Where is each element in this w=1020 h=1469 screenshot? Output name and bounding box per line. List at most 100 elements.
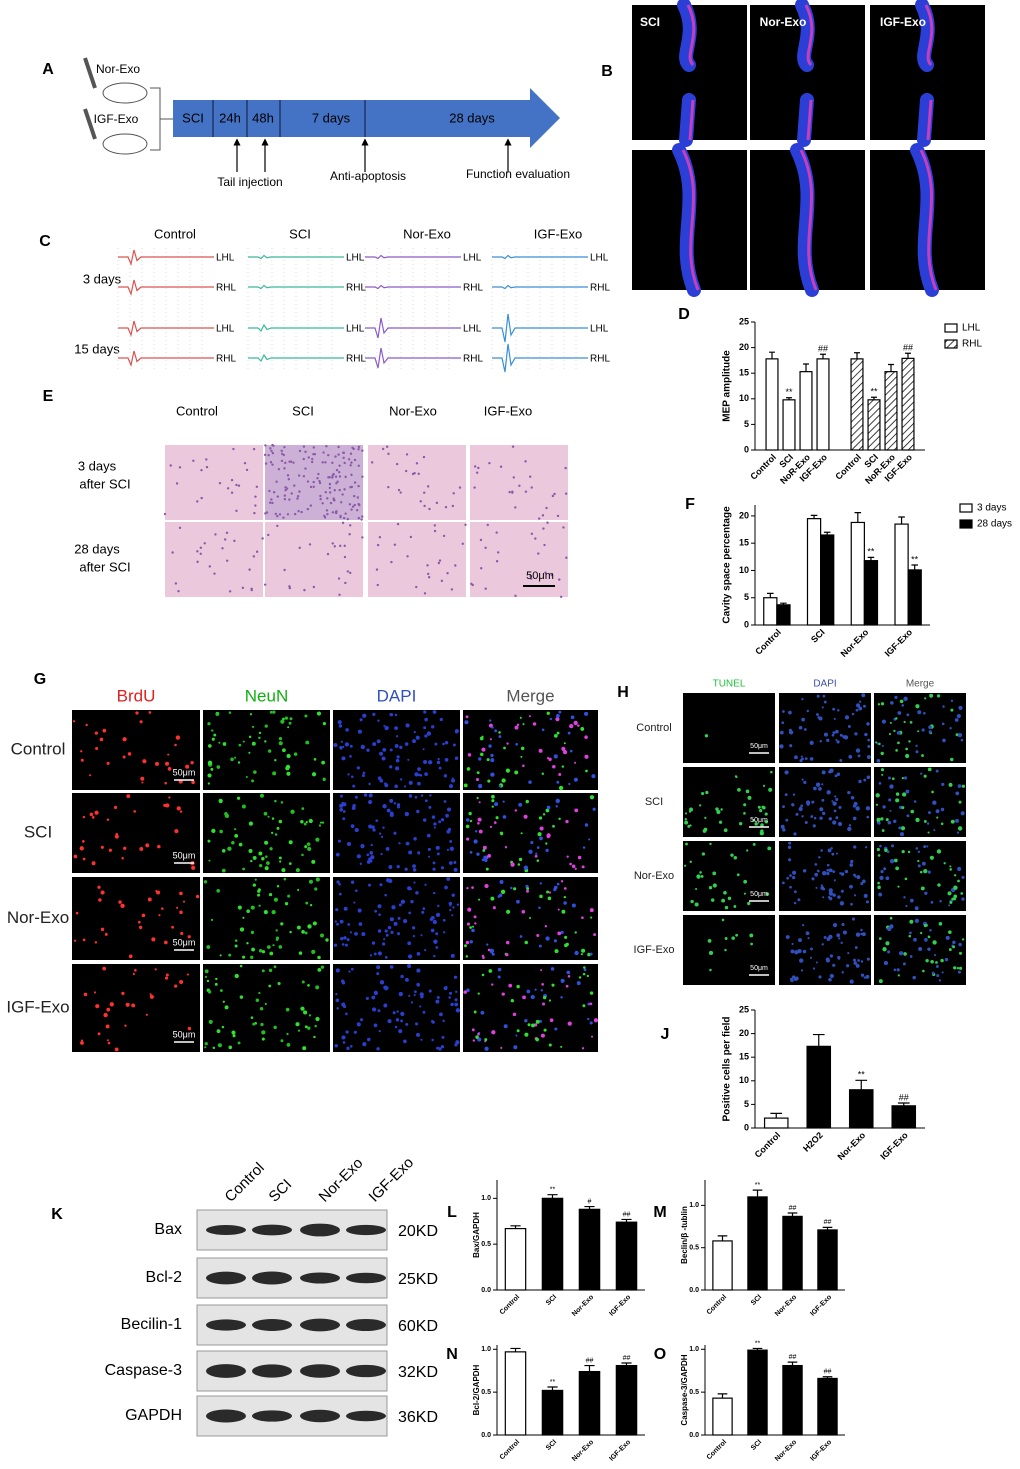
cell (289, 930, 292, 934)
bar (712, 1240, 733, 1291)
cell (887, 950, 891, 954)
cell (392, 1011, 396, 1015)
cell (337, 720, 342, 725)
fluorescence-image (72, 710, 200, 790)
cell (122, 755, 126, 759)
nucleus (306, 480, 310, 483)
cell (376, 1047, 380, 1051)
cell (566, 855, 569, 858)
nucleus (565, 556, 568, 559)
cell (501, 992, 505, 996)
cell (948, 782, 953, 787)
cell (864, 732, 868, 737)
cell (930, 901, 934, 904)
x-tick-label: Control (499, 1439, 522, 1462)
cell (278, 856, 282, 860)
y-tick-label: 1.0 (481, 1346, 491, 1353)
cell (816, 869, 820, 873)
cell (587, 1017, 590, 1021)
cell (878, 742, 881, 746)
cell (889, 721, 892, 724)
cell (923, 924, 927, 928)
nucleus (339, 544, 342, 548)
cell (420, 1038, 423, 1041)
cell (357, 908, 362, 913)
panel-label: M (653, 1204, 666, 1221)
cell (393, 921, 398, 926)
cell (232, 1034, 236, 1038)
cell (216, 1029, 221, 1034)
cell (176, 806, 181, 811)
cell (807, 937, 810, 940)
cell (502, 800, 505, 803)
cell (798, 725, 803, 730)
error-bar (770, 1112, 783, 1119)
nucleus (352, 447, 355, 451)
nucleus (317, 472, 320, 476)
cell (855, 748, 861, 753)
cell (94, 810, 99, 815)
cell (806, 709, 809, 713)
blot-band (346, 1272, 386, 1284)
nucleus (196, 550, 199, 553)
cell (491, 799, 495, 803)
cell (878, 782, 882, 785)
cell (505, 953, 509, 957)
cell (861, 932, 866, 937)
cell (250, 859, 253, 863)
cell (204, 1046, 207, 1049)
cell (548, 891, 552, 894)
cell (261, 856, 265, 861)
error-bar (752, 1189, 763, 1197)
cell (113, 805, 118, 810)
cell (534, 988, 537, 991)
nucleus (288, 498, 291, 501)
cell (913, 937, 917, 942)
cell (734, 775, 738, 778)
cell (919, 931, 923, 935)
nucleus (271, 451, 275, 455)
mep-trace (118, 249, 214, 266)
nucleus (178, 526, 182, 530)
cell (549, 717, 553, 721)
cell (549, 1018, 554, 1023)
cell (437, 904, 440, 908)
error-bar (787, 1212, 798, 1217)
cell (288, 840, 293, 845)
cell (179, 910, 183, 915)
cell (855, 932, 861, 937)
cell (593, 933, 597, 937)
nucleus (361, 536, 364, 539)
error-bar (854, 512, 862, 523)
cell (315, 837, 320, 842)
bar (816, 358, 830, 451)
y-axis-label: Positive cells per field (722, 1016, 733, 1121)
cell (301, 853, 304, 857)
nucleus (264, 512, 267, 515)
nucleus (255, 550, 259, 553)
cell (362, 1042, 367, 1047)
cell (389, 798, 394, 803)
nucleus (475, 471, 479, 474)
cell (503, 746, 506, 750)
cell (828, 817, 832, 821)
cell (431, 815, 436, 819)
nucleus (263, 583, 267, 586)
cell (826, 790, 831, 795)
cell (743, 803, 747, 807)
nucleus (361, 449, 364, 452)
cell (352, 804, 356, 808)
cell (821, 943, 824, 946)
cell (854, 732, 858, 736)
blot-band (300, 1364, 340, 1378)
nucleus (309, 485, 313, 489)
nucleus (332, 498, 336, 502)
nucleus (284, 461, 287, 465)
cell (490, 896, 495, 901)
nucleus (342, 456, 345, 460)
nucleus (205, 465, 209, 469)
cell (257, 893, 261, 897)
cell (467, 907, 472, 912)
cell (882, 805, 886, 809)
cell (930, 959, 934, 964)
